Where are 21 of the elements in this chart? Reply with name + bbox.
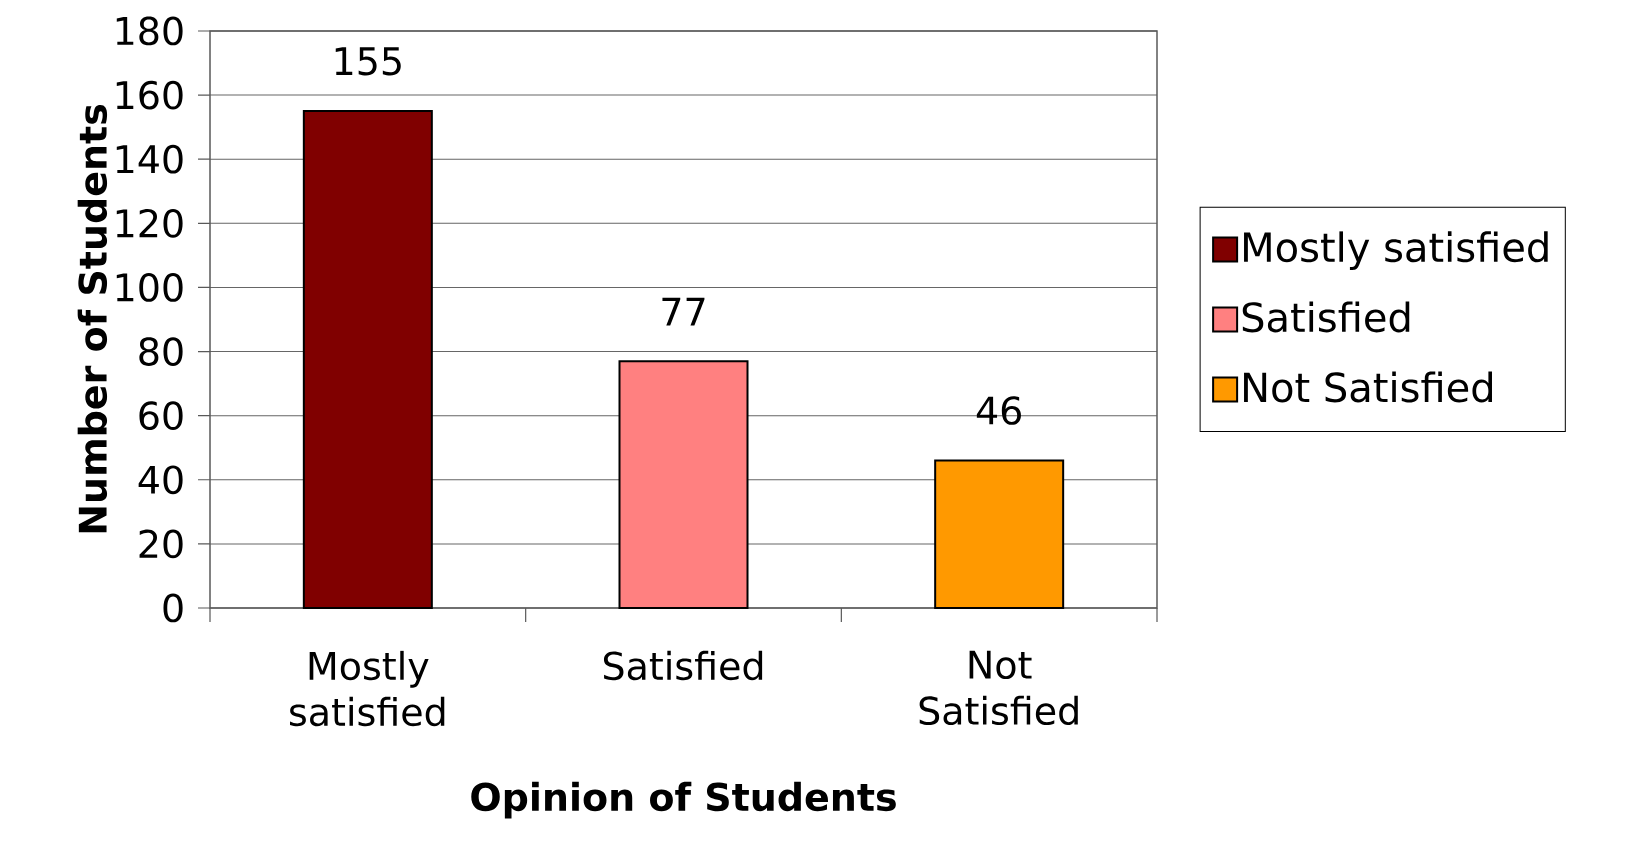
y-tick-label: 60	[139, 401, 183, 431]
y-tick-label: 160	[116, 80, 183, 110]
y-tick-label: 80	[139, 337, 183, 366]
y-tick-label: 120	[116, 208, 183, 238]
x-tick-label: Satisfied	[603, 650, 763, 681]
y-tick-label: 40	[138, 465, 183, 495]
x-tick-label: Mostly satisfied	[290, 650, 445, 727]
y-tick-label: 20	[139, 529, 183, 559]
y-axis-title: Number of Students	[77, 104, 108, 533]
legend-label: Not Satisfied	[1244, 371, 1492, 403]
legend-label: Satisfied	[1242, 301, 1410, 333]
x-axis-title: Opinion of Students	[471, 781, 896, 819]
y-tick-label: 180	[116, 16, 183, 46]
legend-label: Mostly satisfied	[1244, 231, 1548, 271]
x-tick-label: Not Satisfied	[919, 650, 1078, 726]
data-label: 46	[976, 396, 1021, 425]
y-tick-label: 140	[116, 144, 183, 174]
data-label: 77	[662, 297, 705, 326]
data-label: 155	[335, 47, 401, 76]
y-tick-label: 0	[163, 593, 183, 623]
y-tick-label: 100	[116, 273, 183, 302]
